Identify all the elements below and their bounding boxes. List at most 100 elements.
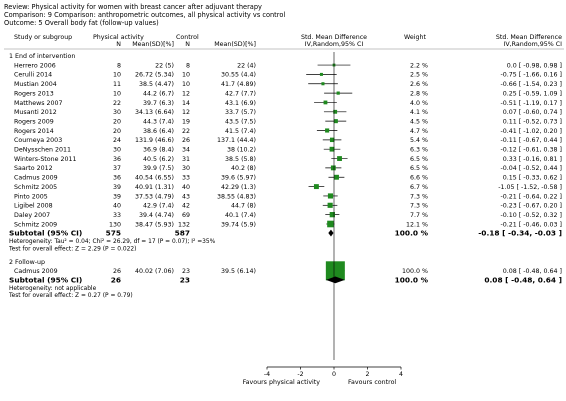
study-name: Ligibel 2008 <box>14 203 53 210</box>
subtotal-ci-text: -0.18 [ -0.34, -0.03 ] <box>478 229 562 238</box>
study-marker <box>327 220 334 228</box>
ctrl-n: 69 <box>182 212 190 219</box>
study-weight: 6.5 % <box>410 165 428 172</box>
study-weight: 4.1 % <box>410 109 428 116</box>
study-marker <box>333 119 338 124</box>
subtotal-weight: 100.0 % <box>395 275 429 284</box>
pa-mean-sd: 44.3 (7.4) <box>143 118 174 125</box>
ctrl-n: 30 <box>182 165 190 172</box>
study-marker <box>327 193 334 199</box>
ctrl-n: 43 <box>182 193 190 200</box>
ctrl-n: 33 <box>182 175 190 182</box>
study-marker <box>336 91 340 95</box>
study-name: Matthews 2007 <box>14 100 63 107</box>
pa-mean-sd: 38.47 (5.93) <box>135 221 174 228</box>
study-name: Musanti 2012 <box>14 109 57 116</box>
study-ci-text: 0.15 [ -0.33, 0.62 ] <box>503 175 562 182</box>
x-tick-label: 4 <box>399 371 403 378</box>
study-marker <box>329 146 335 152</box>
study-weight: 7.3 % <box>410 193 428 200</box>
heterogeneity-text: Heterogeneity: not applicable <box>9 286 97 292</box>
pa-n: 24 <box>113 137 121 144</box>
pa-n: 36 <box>113 156 121 163</box>
study-ci-text: -0.21 [ -0.64, 0.22 ] <box>500 193 562 200</box>
pa-n: 37 <box>113 165 121 172</box>
ctrl-n: 22 <box>182 128 190 135</box>
subtotal-label: Subtotal (95% CI) <box>9 275 82 284</box>
study-weight: 4.0 % <box>410 100 428 107</box>
study-ci-text: -0.23 [ -0.67, 0.20 ] <box>500 203 562 210</box>
ctrl-mean-sd: 38.5 (5.8) <box>225 156 256 163</box>
pa-mean-sd: 42.9 (7.4) <box>143 203 174 210</box>
col-smd-method: IV,Random,95% CI <box>305 41 364 48</box>
ctrl-mean-sd: 42.7 (7.7) <box>225 90 256 97</box>
ctrl-mean-sd: 43.1 (6.9) <box>225 100 256 107</box>
pa-n: 130 <box>109 221 121 228</box>
ctrl-n: 12 <box>182 90 190 97</box>
study-ci-text: 0.08 [ -0.48, 0.64 ] <box>503 268 562 275</box>
subtotal-ctrl-n: 23 <box>180 275 190 284</box>
pa-n: 8 <box>117 62 121 69</box>
ctrl-n: 14 <box>182 100 190 107</box>
study-ci-text: 0.33 [ -0.16, 0.81 ] <box>503 156 562 163</box>
col-smd-right-title: Std. Mean Difference <box>496 34 562 41</box>
pa-n: 26 <box>113 268 121 275</box>
overall-effect-text: Test for overall effect: Z = 2.29 (P = 0… <box>8 246 136 252</box>
outcome-title: Outcome: 5 Overall body fat (follow-up v… <box>4 19 159 27</box>
ctrl-mean-sd: 41.7 (4.89) <box>221 81 256 88</box>
subtotal-label: Subtotal (95% CI) <box>9 229 82 238</box>
pa-n: 20 <box>113 128 121 135</box>
x-tick-label: 2 <box>365 371 369 378</box>
ctrl-n: 23 <box>182 268 190 275</box>
study-name: Schmitz 2009 <box>14 221 57 228</box>
study-ci-text: -0.12 [ -0.61, 0.38 ] <box>500 147 562 154</box>
col-pa-n: N <box>116 41 121 48</box>
study-name: Mustian 2004 <box>14 81 57 88</box>
ctrl-n: 34 <box>182 147 190 154</box>
comparison-title: Comparison: 9 Comparison: anthropometric… <box>4 11 285 19</box>
ctrl-n: 132 <box>178 221 190 228</box>
pa-mean-sd: 22 (5) <box>155 62 174 69</box>
study-ci-text: -0.04 [ -0.52, 0.44 ] <box>500 165 562 172</box>
study-weight: 5.4 % <box>410 137 428 144</box>
study-name: Daley 2007 <box>14 212 50 219</box>
ctrl-mean-sd: 39.6 (5.97) <box>221 175 256 182</box>
ctrl-mean-sd: 39.5 (6.14) <box>221 268 256 275</box>
study-weight: 6.3 % <box>410 147 428 154</box>
ctrl-mean-sd: 40.1 (7.4) <box>225 212 256 219</box>
col-smd-title: Std. Mean Difference <box>301 34 367 41</box>
ctrl-mean-sd: 38 (10.2) <box>227 147 256 154</box>
study-name: Winters-Stone 2011 <box>14 156 77 163</box>
study-name: Cadmus 2009 <box>14 175 58 182</box>
study-name: Courneya 2003 <box>14 137 62 144</box>
col-ctrl: Control <box>176 34 199 41</box>
study-ci-text: 0.0 [ -0.98, 0.98 ] <box>507 62 562 69</box>
study-ci-text: -0.41 [ -1.02, 0.20 ] <box>500 128 562 135</box>
study-name: Schmitz 2005 <box>14 184 57 191</box>
ctrl-mean-sd: 40.2 (8) <box>231 165 256 172</box>
study-weight: 6.6 % <box>410 175 428 182</box>
ctrl-mean-sd: 39.74 (5.9) <box>221 221 256 228</box>
pa-n: 30 <box>113 109 121 116</box>
review-title: Review: Physical activity for women with… <box>4 3 262 11</box>
subtotal-diamond <box>325 276 345 284</box>
pa-mean-sd: 39.7 (6.3) <box>143 100 174 107</box>
study-ci-text: -0.21 [ -0.46, 0.03 ] <box>500 221 562 228</box>
study-marker <box>333 109 338 114</box>
pa-n: 40 <box>113 203 121 210</box>
subtotal-ci-text: 0.08 [ -0.48, 0.64 ] <box>484 275 562 284</box>
pa-mean-sd: 44.2 (6.7) <box>143 90 174 97</box>
ctrl-mean-sd: 137.1 (44.4) <box>217 137 256 144</box>
study-ci-text: -0.11 [ -0.67, 0.44 ] <box>500 137 562 144</box>
study-marker <box>334 174 339 180</box>
subgroup-label: 2 Follow-up <box>9 259 45 266</box>
study-marker <box>313 184 319 190</box>
study-weight: 2.8 % <box>410 90 428 97</box>
ctrl-n: 26 <box>182 137 190 144</box>
study-name: Saarto 2012 <box>14 165 53 172</box>
pa-mean-sd: 40.54 (6.55) <box>135 175 174 182</box>
study-name: Cerulli 2014 <box>14 72 52 79</box>
study-ci-text: -0.10 [ -0.52, 0.32 ] <box>500 212 562 219</box>
pa-n: 39 <box>113 193 121 200</box>
